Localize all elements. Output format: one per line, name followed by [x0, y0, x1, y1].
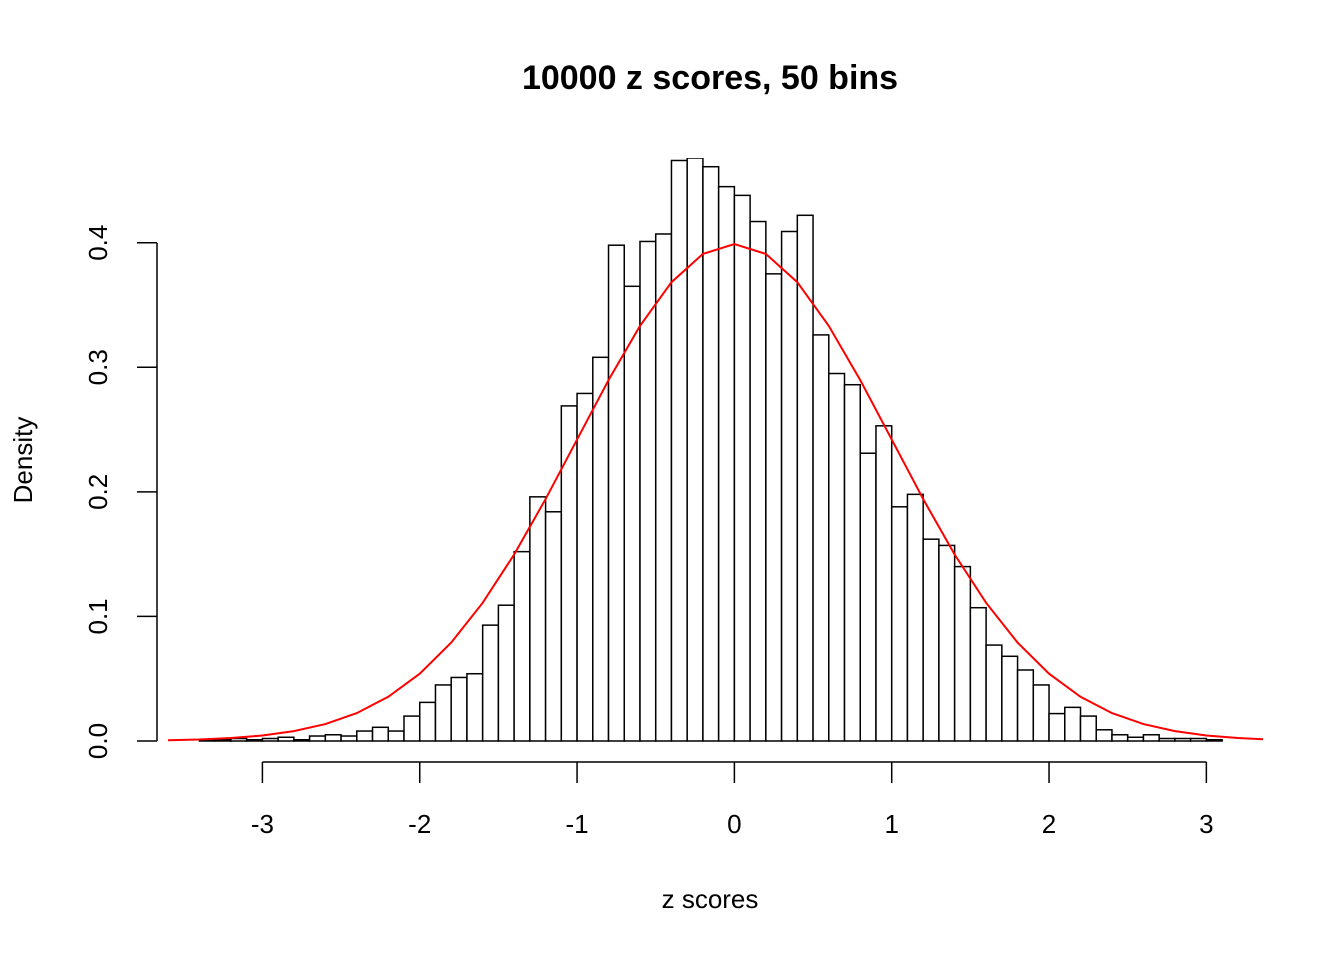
bar	[686, 158, 704, 742]
bar	[985, 644, 1003, 742]
bar	[938, 544, 956, 742]
bar	[859, 452, 877, 742]
bar	[1016, 669, 1035, 742]
bar	[466, 672, 484, 742]
bar	[529, 496, 547, 742]
bar	[780, 230, 799, 742]
bar	[749, 220, 767, 742]
bar	[434, 684, 452, 742]
bar	[387, 730, 405, 742]
bar	[450, 676, 468, 742]
bar	[922, 538, 940, 742]
bar	[544, 511, 563, 742]
x-tick-label: -2	[408, 809, 431, 839]
bar	[670, 159, 688, 742]
bar	[1079, 715, 1097, 742]
bar	[261, 737, 279, 742]
bar	[481, 624, 500, 742]
bar	[340, 735, 358, 742]
bar	[403, 715, 421, 742]
bar	[1126, 736, 1145, 742]
x-tick-label: 3	[1199, 809, 1213, 839]
bar	[1189, 737, 1208, 742]
bar	[324, 734, 342, 742]
bar	[843, 383, 861, 742]
x-tick-label: 2	[1042, 809, 1056, 839]
bar	[1174, 737, 1192, 742]
x-axis-label: z scores	[662, 884, 759, 914]
y-axis-label: Density	[8, 417, 38, 504]
bar	[969, 606, 987, 742]
y-tick-label: 0.2	[83, 474, 113, 510]
bar	[654, 233, 673, 742]
bar	[1095, 729, 1113, 742]
x-tick-label: -1	[565, 809, 588, 839]
bar	[1064, 706, 1082, 742]
bar	[277, 736, 295, 742]
bar	[1158, 737, 1176, 742]
bar	[717, 185, 736, 742]
bar	[733, 194, 751, 742]
plot-area	[167, 158, 1263, 742]
x-tick-label: 1	[884, 809, 898, 839]
bar	[875, 425, 893, 742]
bar	[765, 273, 783, 742]
bar	[623, 285, 641, 742]
bar	[245, 739, 264, 742]
bar	[906, 493, 924, 742]
bar	[828, 372, 846, 742]
bar	[214, 739, 232, 742]
density-curve	[167, 243, 1263, 742]
bar	[418, 701, 437, 742]
bar	[371, 726, 390, 742]
bar	[230, 737, 248, 742]
y-tick-label: 0.1	[83, 598, 113, 634]
bar	[890, 506, 909, 742]
bar	[1142, 734, 1160, 742]
y-tick-label: 0.0	[83, 723, 113, 759]
chart-title: 10000 z scores, 50 bins	[522, 59, 898, 97]
bar	[293, 739, 311, 742]
y-tick-label: 0.4	[83, 225, 113, 261]
bar	[356, 730, 374, 742]
bar	[1001, 655, 1019, 742]
bar	[1032, 684, 1050, 742]
bar	[1111, 734, 1129, 742]
bar	[607, 244, 626, 742]
y-tick-label: 0.3	[83, 349, 113, 385]
bar	[1048, 712, 1066, 742]
bar	[1205, 739, 1223, 742]
bar	[592, 356, 610, 742]
bar	[308, 735, 327, 742]
bar	[497, 604, 515, 742]
x-tick-label: 0	[727, 809, 741, 839]
bar	[953, 565, 972, 742]
bar	[812, 334, 830, 742]
bar	[513, 550, 531, 742]
x-tick-label: -3	[251, 809, 274, 839]
bar	[576, 392, 594, 742]
